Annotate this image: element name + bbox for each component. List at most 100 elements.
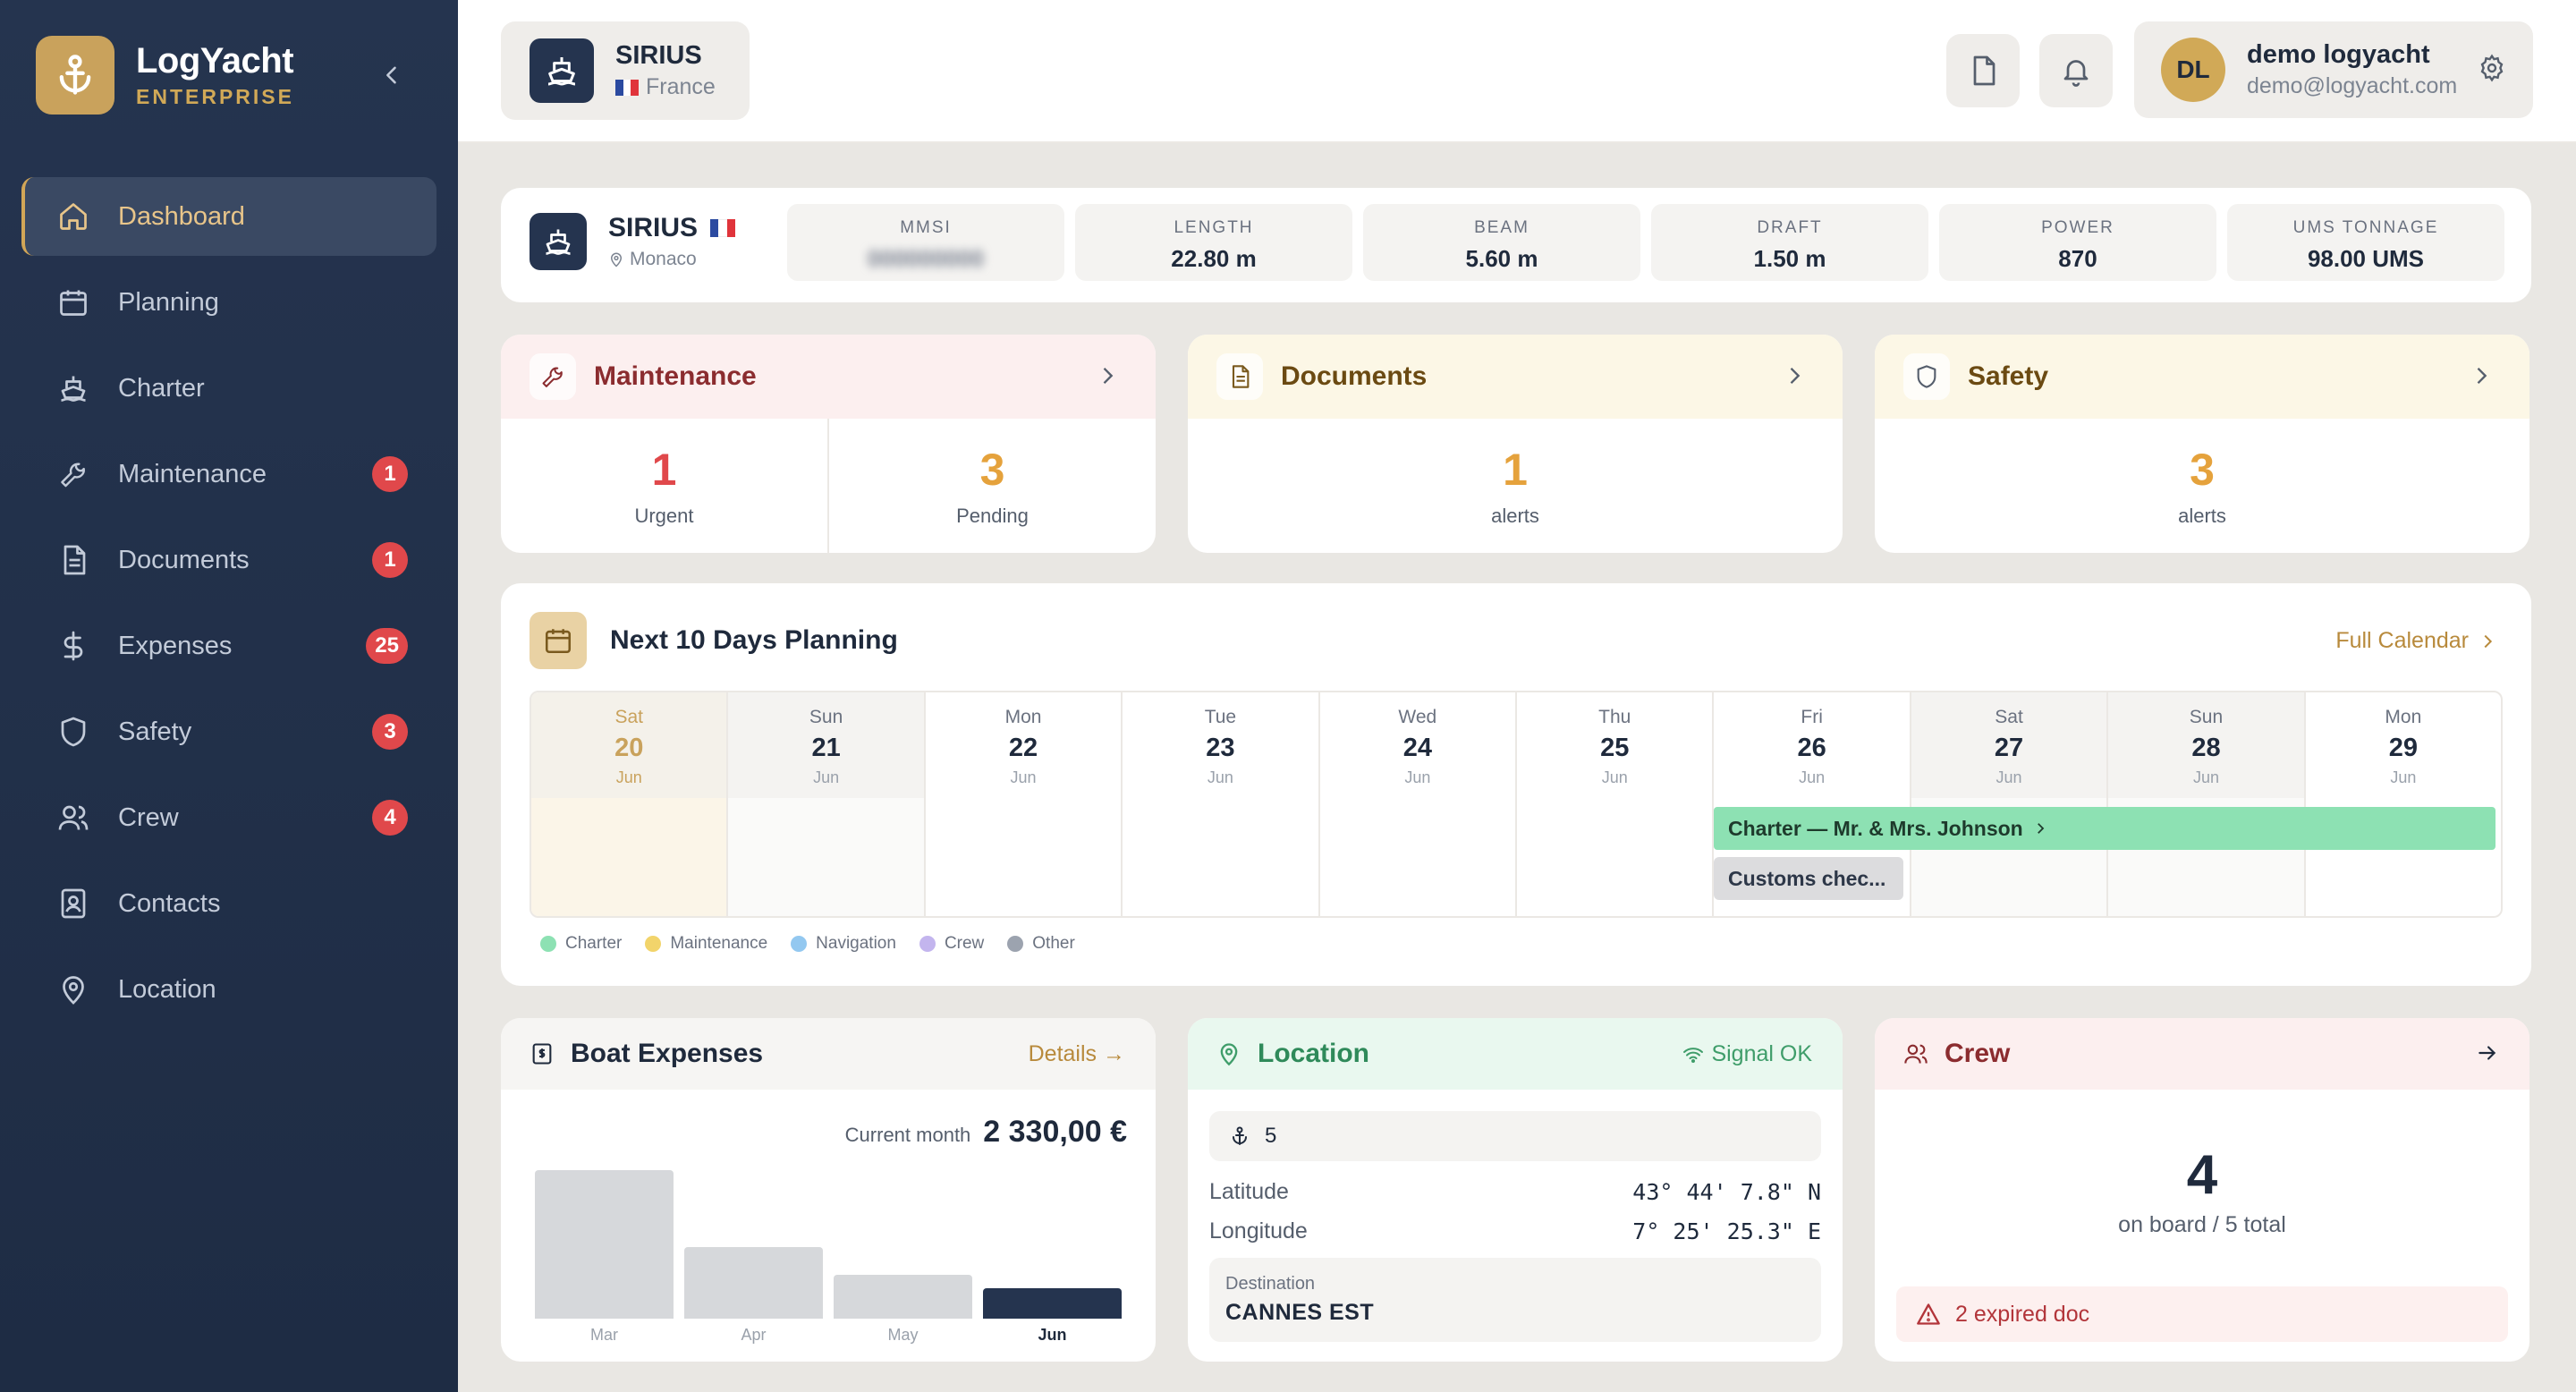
legend-item: Charter	[540, 934, 622, 954]
anchor-logo-icon	[36, 36, 114, 115]
documents-alerts: 1 alerts	[1491, 445, 1539, 527]
calendar-day[interactable]: Wed 24 Jun	[1318, 692, 1515, 916]
spec-length: LENGTH 22.80 m	[1075, 204, 1352, 281]
dollar-icon	[55, 628, 91, 664]
sidebar-item-label: Crew	[118, 802, 179, 832]
wrench-icon	[55, 456, 91, 492]
bar-column	[684, 1152, 823, 1319]
shield-icon	[1903, 353, 1950, 400]
sidebar-item-contacts[interactable]: Contacts	[21, 864, 436, 943]
avatar: DL	[2161, 38, 2225, 102]
bar-mar[interactable]	[535, 1170, 674, 1319]
charter-event[interactable]: Charter — Mr. & Mrs. Johnson	[1714, 807, 2496, 850]
calendar-day[interactable]: Sat 20 Jun	[531, 692, 727, 916]
maintenance-card[interactable]: Maintenance 1 Urgent 3 Pending	[501, 335, 1156, 553]
expenses-card: Boat Expenses Details → Current month 2 …	[501, 1018, 1156, 1362]
ship-icon	[530, 38, 594, 103]
calendar-day[interactable]: Sat 27 Jun	[1909, 692, 2107, 916]
file-icon	[1973, 55, 1996, 86]
collapse-sidebar-button[interactable]	[376, 59, 408, 91]
expenses-bar-labels: Mar Apr May Jun	[530, 1326, 1127, 1345]
sidebar-item-label: Contacts	[118, 888, 221, 918]
calendar-day[interactable]: Thu 25 Jun	[1515, 692, 1712, 916]
sidebar-item-expenses[interactable]: Expenses 25	[21, 607, 436, 685]
sidebar-item-documents[interactable]: Documents 1	[21, 521, 436, 599]
calendar-day[interactable]: Mon 29 Jun	[2303, 692, 2501, 916]
chevron-right-icon[interactable]	[1095, 363, 1120, 393]
maintenance-pending: 3 Pending	[827, 419, 1156, 553]
specs-port: Monaco	[630, 249, 697, 269]
expenses-details-link[interactable]: Details →	[1028, 1041, 1125, 1066]
sidebar-item-label: Safety	[118, 717, 192, 746]
latitude-row: Latitude 43° 44' 7.8" N	[1209, 1179, 1821, 1205]
full-calendar-link[interactable]: Full Calendar	[2335, 628, 2497, 654]
crew-summary: on board / 5 total	[2118, 1212, 2286, 1237]
map-pin-icon	[55, 972, 91, 1007]
chevron-right-icon[interactable]	[1782, 363, 1807, 393]
brand-edition: ENTERPRISE	[136, 85, 294, 108]
calendar-day[interactable]: Sun 21 Jun	[726, 692, 924, 916]
anchor-field: 5	[1209, 1111, 1821, 1161]
sidebar: LogYacht ENTERPRISE Dashboard Planning C…	[0, 0, 458, 1392]
calendar-day[interactable]: Sun 28 Jun	[2106, 692, 2304, 916]
sidebar-item-location[interactable]: Location	[21, 950, 436, 1029]
crew-expired-doc-alert[interactable]: 2 expired doc	[1896, 1286, 2508, 1342]
current-month-value: 2 330,00 €	[983, 1115, 1127, 1149]
anchor-value: 5	[1265, 1124, 1277, 1148]
sidebar-item-safety[interactable]: Safety 3	[21, 692, 436, 771]
safety-alerts: 3 alerts	[2178, 445, 2226, 527]
user-menu[interactable]: DL demo logyacht demo@logyacht.com	[2134, 21, 2533, 118]
sidebar-nav: Dashboard Planning Charter Maintenance 1…	[21, 177, 436, 1036]
calendar-icon	[55, 284, 91, 320]
user-email: demo@logyacht.com	[2247, 73, 2458, 98]
chevron-right-icon	[2037, 823, 2044, 834]
sidebar-item-crew[interactable]: Crew 4	[21, 778, 436, 857]
safety-card[interactable]: Safety 3 alerts	[1875, 335, 2529, 553]
spec-power: POWER 870	[1939, 204, 2216, 281]
crew-title: Crew	[1945, 1039, 2011, 1068]
customs-event[interactable]: Customs chec...	[1714, 857, 1903, 900]
crew-onboard-count: 4	[2186, 1144, 2218, 1206]
legend-item: Navigation	[791, 934, 896, 954]
bar-apr[interactable]	[684, 1247, 823, 1319]
bar-jun[interactable]	[983, 1288, 1122, 1319]
vessel-selector[interactable]: SIRIUS France	[501, 21, 750, 120]
sidebar-item-label: Planning	[118, 287, 219, 317]
documents-card[interactable]: Documents 1 alerts	[1188, 335, 1843, 553]
maintenance-urgent: 1 Urgent	[634, 445, 694, 527]
safety-title: Safety	[1968, 361, 2049, 391]
longitude-value: 7° 25' 25.3" E	[1632, 1218, 1821, 1244]
map-pin-icon	[1220, 1043, 1238, 1066]
sidebar-item-charter[interactable]: Charter	[21, 349, 436, 428]
documents-button[interactable]	[1946, 34, 2020, 107]
calendar-day[interactable]: Fri 26 Jun	[1712, 692, 1909, 916]
safety-badge: 3	[372, 714, 408, 750]
sidebar-item-maintenance[interactable]: Maintenance 1	[21, 435, 436, 514]
document-icon	[55, 542, 91, 578]
gear-icon[interactable]	[2478, 54, 2506, 87]
spec-draft: DRAFT 1.50 m	[1651, 204, 1928, 281]
bar-label: May	[887, 1326, 919, 1344]
vessel-specs-card: SIRIUS Monaco MMSI 000000000 LENGTH 22.8…	[501, 188, 2531, 302]
france-flag-icon	[615, 79, 640, 96]
brand[interactable]: LogYacht ENTERPRISE	[36, 36, 294, 115]
arrow-right-icon[interactable]	[2476, 1041, 2499, 1065]
sidebar-item-dashboard[interactable]: Dashboard	[21, 177, 436, 256]
sidebar-item-label: Documents	[118, 545, 250, 574]
sidebar-item-planning[interactable]: Planning	[21, 263, 436, 342]
chevron-right-icon[interactable]	[2469, 363, 2494, 393]
wifi-icon	[1683, 1047, 1704, 1063]
calendar-day[interactable]: Tue 23 Jun	[1121, 692, 1318, 916]
brand-name: LogYacht	[136, 41, 294, 81]
anchor-icon	[1233, 1126, 1247, 1145]
spec-ums-tonnage: UMS TONNAGE 98.00 UMS	[2227, 204, 2504, 281]
legend-item: Crew	[919, 934, 984, 954]
calendar-day[interactable]: Mon 22 Jun	[923, 692, 1121, 916]
warning-icon	[1917, 1303, 1940, 1325]
legend-item: Other	[1007, 934, 1075, 954]
notifications-button[interactable]	[2039, 34, 2113, 107]
specs-vessel-name: SIRIUS	[608, 213, 699, 242]
bar-may[interactable]	[834, 1275, 972, 1319]
longitude-row: Longitude 7° 25' 25.3" E	[1209, 1218, 1821, 1244]
expenses-bar-chart	[530, 1152, 1127, 1319]
